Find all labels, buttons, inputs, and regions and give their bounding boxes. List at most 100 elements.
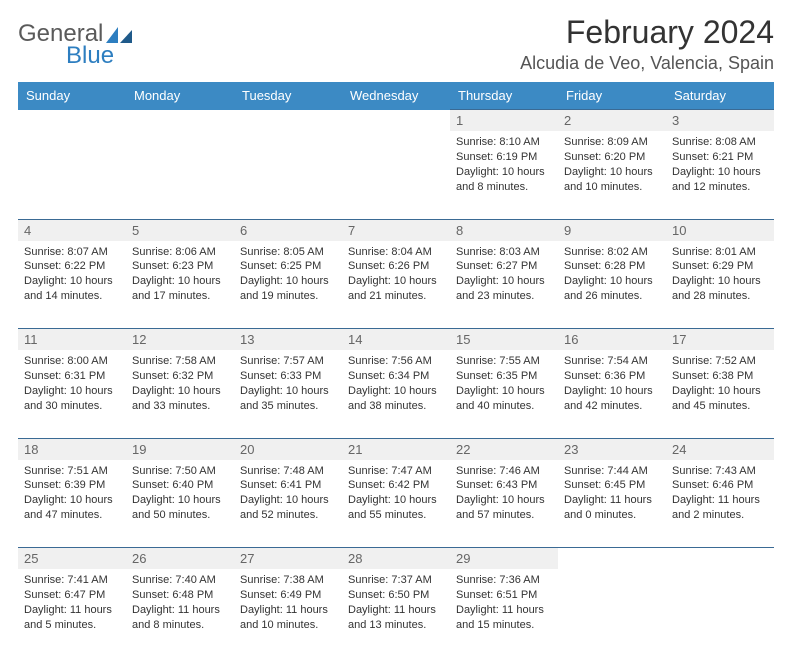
sunrise-text: Sunrise: 7:54 AM xyxy=(564,354,660,369)
day-cell: Sunrise: 8:07 AMSunset: 6:22 PMDaylight:… xyxy=(18,241,126,329)
sunrise-text: Sunrise: 7:38 AM xyxy=(240,573,336,588)
day-cell: Sunrise: 7:56 AMSunset: 6:34 PMDaylight:… xyxy=(342,350,450,438)
daylight-text: Daylight: 11 hours and 2 minutes. xyxy=(672,493,768,523)
day-number xyxy=(18,110,126,131)
daylight-text: Daylight: 10 hours and 8 minutes. xyxy=(456,165,552,195)
title-block: February 2024 Alcudia de Veo, Valencia, … xyxy=(520,14,774,74)
day-number: 24 xyxy=(666,439,774,460)
sunset-text: Sunset: 6:40 PM xyxy=(132,478,228,493)
week-content-row: Sunrise: 7:51 AMSunset: 6:39 PMDaylight:… xyxy=(18,460,774,548)
sunrise-text: Sunrise: 7:37 AM xyxy=(348,573,444,588)
logo: GeneralBlue xyxy=(18,20,132,70)
day-number-cell xyxy=(342,110,450,132)
sunrise-text: Sunrise: 7:41 AM xyxy=(24,573,120,588)
month-title: February 2024 xyxy=(520,14,774,51)
day-number-cell: 8 xyxy=(450,219,558,241)
day-cell: Sunrise: 7:46 AMSunset: 6:43 PMDaylight:… xyxy=(450,460,558,548)
daylight-text: Daylight: 10 hours and 17 minutes. xyxy=(132,274,228,304)
day-number: 22 xyxy=(450,439,558,460)
day-number xyxy=(342,110,450,131)
sunrise-text: Sunrise: 7:58 AM xyxy=(132,354,228,369)
day-number-cell xyxy=(666,548,774,570)
weekday-header: Wednesday xyxy=(342,82,450,110)
day-cell: Sunrise: 7:36 AMSunset: 6:51 PMDaylight:… xyxy=(450,569,558,657)
daylight-text: Daylight: 11 hours and 15 minutes. xyxy=(456,603,552,633)
day-cell: Sunrise: 7:43 AMSunset: 6:46 PMDaylight:… xyxy=(666,460,774,548)
sunset-text: Sunset: 6:49 PM xyxy=(240,588,336,603)
day-cell: Sunrise: 8:05 AMSunset: 6:25 PMDaylight:… xyxy=(234,241,342,329)
week-daynum-row: 2526272829 xyxy=(18,548,774,570)
sunrise-text: Sunrise: 7:47 AM xyxy=(348,464,444,479)
daylight-text: Daylight: 10 hours and 57 minutes. xyxy=(456,493,552,523)
day-cell: Sunrise: 7:44 AMSunset: 6:45 PMDaylight:… xyxy=(558,460,666,548)
day-number-cell: 24 xyxy=(666,438,774,460)
day-number: 11 xyxy=(18,329,126,350)
weekday-header: Thursday xyxy=(450,82,558,110)
week-daynum-row: 18192021222324 xyxy=(18,438,774,460)
day-cell: Sunrise: 7:58 AMSunset: 6:32 PMDaylight:… xyxy=(126,350,234,438)
day-cell: Sunrise: 7:48 AMSunset: 6:41 PMDaylight:… xyxy=(234,460,342,548)
day-cell xyxy=(18,131,126,219)
day-number-cell: 22 xyxy=(450,438,558,460)
week-daynum-row: 11121314151617 xyxy=(18,329,774,351)
weekday-header: Friday xyxy=(558,82,666,110)
day-number: 15 xyxy=(450,329,558,350)
day-number-cell: 16 xyxy=(558,329,666,351)
day-cell: Sunrise: 7:47 AMSunset: 6:42 PMDaylight:… xyxy=(342,460,450,548)
sunrise-text: Sunrise: 7:57 AM xyxy=(240,354,336,369)
day-cell: Sunrise: 7:54 AMSunset: 6:36 PMDaylight:… xyxy=(558,350,666,438)
day-cell: Sunrise: 8:10 AMSunset: 6:19 PMDaylight:… xyxy=(450,131,558,219)
day-cell xyxy=(126,131,234,219)
day-number: 7 xyxy=(342,220,450,241)
sunrise-text: Sunrise: 7:36 AM xyxy=(456,573,552,588)
sunset-text: Sunset: 6:26 PM xyxy=(348,259,444,274)
day-number: 1 xyxy=(450,110,558,131)
day-number: 21 xyxy=(342,439,450,460)
sunrise-text: Sunrise: 7:50 AM xyxy=(132,464,228,479)
daylight-text: Daylight: 10 hours and 19 minutes. xyxy=(240,274,336,304)
location-text: Alcudia de Veo, Valencia, Spain xyxy=(520,53,774,74)
day-number-cell: 26 xyxy=(126,548,234,570)
day-number: 4 xyxy=(18,220,126,241)
day-cell: Sunrise: 8:08 AMSunset: 6:21 PMDaylight:… xyxy=(666,131,774,219)
day-number-cell: 19 xyxy=(126,438,234,460)
day-number: 13 xyxy=(234,329,342,350)
sunset-text: Sunset: 6:19 PM xyxy=(456,150,552,165)
day-number-cell: 17 xyxy=(666,329,774,351)
day-cell: Sunrise: 8:06 AMSunset: 6:23 PMDaylight:… xyxy=(126,241,234,329)
sunrise-text: Sunrise: 8:06 AM xyxy=(132,245,228,260)
sunrise-text: Sunrise: 7:55 AM xyxy=(456,354,552,369)
weekday-header: Sunday xyxy=(18,82,126,110)
day-number-cell: 13 xyxy=(234,329,342,351)
day-number-cell xyxy=(126,110,234,132)
week-content-row: Sunrise: 8:07 AMSunset: 6:22 PMDaylight:… xyxy=(18,241,774,329)
weekday-header: Monday xyxy=(126,82,234,110)
daylight-text: Daylight: 10 hours and 45 minutes. xyxy=(672,384,768,414)
day-cell: Sunrise: 7:40 AMSunset: 6:48 PMDaylight:… xyxy=(126,569,234,657)
sunset-text: Sunset: 6:21 PM xyxy=(672,150,768,165)
day-number xyxy=(234,110,342,131)
day-number-cell: 18 xyxy=(18,438,126,460)
sunrise-text: Sunrise: 8:00 AM xyxy=(24,354,120,369)
day-number-cell: 7 xyxy=(342,219,450,241)
daylight-text: Daylight: 10 hours and 38 minutes. xyxy=(348,384,444,414)
day-number xyxy=(666,548,774,569)
daylight-text: Daylight: 11 hours and 5 minutes. xyxy=(24,603,120,633)
daylight-text: Daylight: 10 hours and 10 minutes. xyxy=(564,165,660,195)
day-number-cell: 20 xyxy=(234,438,342,460)
sunrise-text: Sunrise: 8:10 AM xyxy=(456,135,552,150)
day-number: 9 xyxy=(558,220,666,241)
sunrise-text: Sunrise: 8:03 AM xyxy=(456,245,552,260)
day-number-cell: 4 xyxy=(18,219,126,241)
sunset-text: Sunset: 6:33 PM xyxy=(240,369,336,384)
day-cell: Sunrise: 7:50 AMSunset: 6:40 PMDaylight:… xyxy=(126,460,234,548)
sunset-text: Sunset: 6:31 PM xyxy=(24,369,120,384)
week-content-row: Sunrise: 8:10 AMSunset: 6:19 PMDaylight:… xyxy=(18,131,774,219)
daylight-text: Daylight: 10 hours and 55 minutes. xyxy=(348,493,444,523)
day-number: 23 xyxy=(558,439,666,460)
sunrise-text: Sunrise: 7:43 AM xyxy=(672,464,768,479)
day-number-cell: 14 xyxy=(342,329,450,351)
daylight-text: Daylight: 10 hours and 52 minutes. xyxy=(240,493,336,523)
day-cell xyxy=(234,131,342,219)
day-number-cell xyxy=(18,110,126,132)
